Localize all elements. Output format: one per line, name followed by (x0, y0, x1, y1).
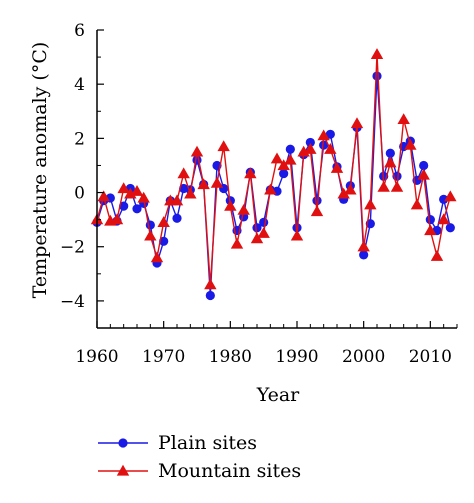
series-line (96, 54, 452, 285)
x-tick-label: 1960 (75, 347, 118, 367)
x-tick-label: 2010 (409, 347, 452, 367)
data-point (197, 178, 210, 190)
data-point (370, 48, 384, 60)
data-point (250, 232, 264, 244)
data-point (325, 129, 335, 139)
x-tick-label: 1980 (209, 347, 252, 367)
data-point (359, 250, 369, 260)
y-tick-label: 6 (74, 21, 85, 41)
legend-label: Plain sites (158, 432, 257, 454)
data-point (252, 223, 262, 233)
data-point (217, 140, 230, 152)
data-point (192, 155, 202, 165)
data-point (119, 201, 129, 211)
legend-item: Mountain sites (98, 460, 301, 482)
data-point (444, 190, 457, 202)
x-tick-label: 2000 (342, 347, 385, 367)
data-point (97, 190, 110, 202)
data-point (184, 187, 197, 199)
data-point (210, 176, 224, 188)
data-point (337, 187, 350, 199)
data-point (312, 196, 322, 206)
data-point (230, 237, 244, 249)
data-point (270, 152, 284, 164)
data-point (310, 205, 324, 217)
data-point (445, 223, 455, 233)
data-point (279, 168, 289, 179)
data-point (259, 217, 269, 227)
legend: Plain sites Mountain sites (98, 432, 301, 482)
data-point (285, 144, 295, 154)
data-point (417, 168, 430, 180)
data-point (157, 216, 170, 227)
data-point (317, 129, 330, 141)
data-point (277, 159, 290, 171)
data-point (145, 220, 155, 230)
data-point (390, 180, 404, 192)
x-tick-label: 1970 (142, 347, 185, 367)
data-point (290, 229, 304, 241)
axes: −4 −2 0 2 4 6 1960 1970 1980 1990 2000 2010 (60, 21, 458, 367)
data-point (305, 137, 315, 148)
data-point (324, 143, 337, 154)
data-point (364, 198, 377, 210)
data-point (205, 290, 215, 301)
data-point (385, 148, 395, 158)
data-point (110, 213, 124, 225)
data-point (284, 153, 297, 165)
data-point (419, 160, 429, 171)
y-tick-label: 2 (74, 129, 85, 149)
y-tick-label: 4 (74, 75, 85, 95)
data-point (159, 236, 169, 246)
data-point (304, 143, 317, 154)
data-point (150, 251, 164, 263)
data-point (204, 278, 217, 290)
legend-label: Mountain sites (158, 460, 301, 482)
series-mountain-sites (90, 48, 457, 290)
x-tick-label: 1990 (275, 347, 318, 367)
data-point (397, 113, 410, 125)
data-point (319, 140, 329, 150)
y-tick-label: 0 (74, 184, 85, 204)
legend-item: Plain sites (98, 432, 257, 454)
data-point (350, 117, 364, 129)
data-point (177, 167, 190, 179)
data-point (344, 183, 357, 195)
data-point (130, 184, 144, 196)
data-point (357, 240, 370, 252)
y-axis-title: Temperature anomaly (°C) (29, 42, 51, 299)
data-point (224, 199, 237, 211)
data-point (264, 183, 277, 195)
data-point (237, 203, 250, 215)
y-tick-label: −2 (60, 238, 85, 258)
data-point (404, 138, 417, 150)
legend-marker (116, 464, 130, 476)
data-point (425, 215, 435, 225)
data-point (372, 71, 382, 81)
data-point (439, 194, 449, 204)
series-plain-sites (92, 71, 455, 301)
data-point (384, 156, 397, 168)
data-point (424, 224, 437, 236)
data-point (437, 213, 450, 225)
data-point (410, 198, 424, 210)
data-point (190, 145, 204, 157)
data-point (137, 191, 150, 203)
data-point (144, 229, 157, 241)
data-point (377, 180, 390, 192)
data-point (170, 194, 184, 206)
data-point (330, 161, 344, 173)
data-point (132, 204, 142, 214)
data-point (117, 182, 130, 194)
x-axis-title: Year (256, 384, 300, 406)
data-point (430, 250, 444, 261)
data-point (172, 213, 182, 223)
data-point (244, 167, 257, 179)
plot-area (90, 48, 457, 301)
y-tick-label: −4 (60, 292, 85, 312)
legend-marker (118, 438, 128, 448)
data-point (257, 226, 270, 238)
